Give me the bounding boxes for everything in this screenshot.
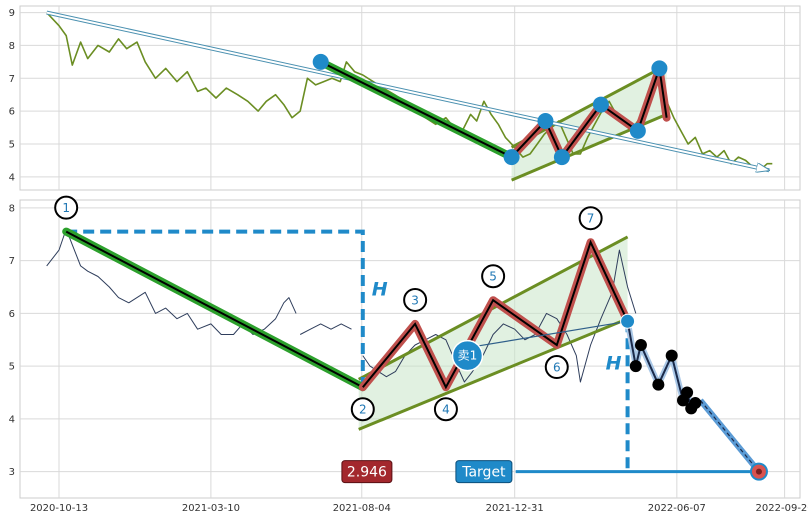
y-tick-label: 4 [9, 414, 15, 425]
pivot-label-circle [433, 397, 458, 422]
y-tick-label: 9 [9, 8, 15, 19]
y-tick-label: 7 [9, 74, 15, 85]
forecast-point [634, 339, 647, 352]
target-projection [699, 400, 760, 472]
y-tick-label: 8 [9, 41, 15, 52]
pivot-label: 2 [359, 403, 367, 417]
y-tick-label: 8 [9, 203, 15, 214]
pivot-label-circle [544, 355, 569, 380]
pivot-label: 1 [62, 201, 70, 215]
sell-marker [451, 339, 484, 372]
pivot-dot-top [312, 53, 329, 70]
pivot-label-circle [481, 264, 506, 289]
x-tick-label: 2022-06-07 [648, 503, 706, 514]
forecast-point [689, 397, 702, 410]
x-tick-label: 2021-12-31 [486, 503, 544, 514]
pivot-label: 6 [553, 361, 561, 375]
x-tick-label: 2021-08-04 [333, 503, 391, 514]
panel-frame-bottom [19, 199, 801, 499]
target-label: Target [461, 465, 506, 481]
forecast-point [665, 349, 678, 362]
y-tick-label: 6 [9, 309, 15, 320]
y-tick-label: 5 [9, 362, 15, 373]
height-measure-first [66, 229, 365, 388]
forecast-point [652, 378, 665, 391]
pivot-label-circle [403, 287, 428, 312]
target-price-value: 2.946 [347, 465, 387, 481]
sell-marker-label: 卖1 [458, 349, 478, 363]
forecast-point [681, 386, 694, 399]
target-box [455, 460, 513, 484]
pivot-label-circle [54, 195, 79, 220]
pivot-dot-top [592, 96, 609, 113]
y-tick-label: 3 [9, 467, 15, 478]
pivot-label: 7 [587, 212, 595, 226]
height-label-second: H [606, 352, 622, 374]
pivot-label-circle [350, 397, 375, 422]
pivot-label: 4 [442, 403, 450, 417]
target-price-box [341, 460, 393, 484]
x-tick-label: 2022-09-20 [756, 503, 808, 514]
pivot-label: 5 [489, 270, 497, 284]
x-tick-label: 2020-10-13 [30, 503, 88, 514]
wave-up-core-bottom [362, 239, 629, 390]
y-tick-label: 4 [9, 172, 15, 183]
y-tick-label: 5 [9, 140, 15, 151]
wave-down-core-top [320, 61, 513, 158]
y-tick-label: 6 [9, 107, 15, 118]
trend-arrow [46, 11, 770, 171]
pivot-dot-top [553, 149, 570, 166]
pivot-dot-top [503, 149, 520, 166]
channel-lower-bottom [358, 317, 629, 431]
pivot-label: 3 [411, 293, 419, 307]
wave-down-core-bottom [65, 230, 364, 389]
pivot-dot-top [629, 122, 646, 139]
pivot-end-dot [620, 313, 636, 329]
forecast-point [629, 360, 642, 373]
y-tick-label: 7 [9, 256, 15, 267]
price-line-bottom [362, 249, 637, 383]
pivot-dot-top [651, 60, 668, 77]
channel-fill-bottom [358, 236, 628, 430]
pivot-label-circle [578, 206, 603, 231]
price-line-bottom [299, 323, 352, 335]
x-tick-label: 2021-03-10 [182, 503, 240, 514]
height-label-first: H [372, 278, 388, 300]
pivot-dot-top [537, 113, 554, 129]
sell-link-line [467, 320, 628, 349]
target-point-core [755, 468, 762, 475]
